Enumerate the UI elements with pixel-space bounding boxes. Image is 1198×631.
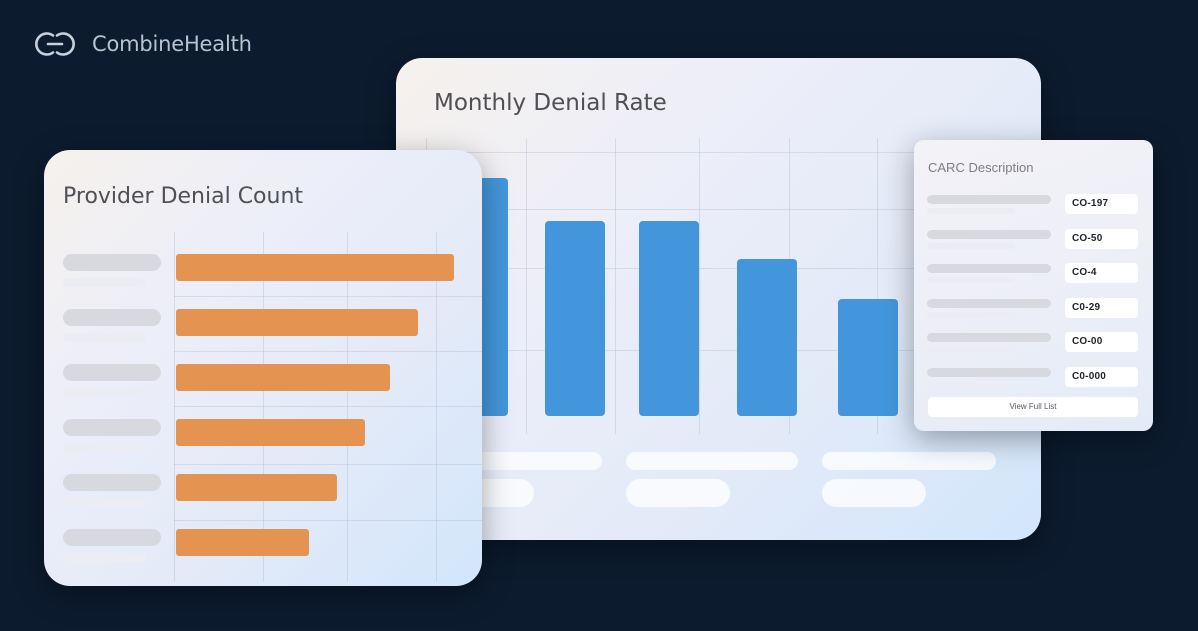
carc-code-chip: CO-50 [1065, 228, 1138, 249]
provider-denial-count-card: Provider Denial Count [44, 150, 482, 586]
legend-placeholder [456, 452, 602, 470]
code-description-placeholder [927, 264, 1051, 273]
grid-line [174, 520, 482, 521]
bar [737, 259, 797, 416]
legend-placeholder [822, 479, 926, 507]
legend-placeholder [626, 479, 730, 507]
grid-line [877, 138, 878, 434]
code-description-placeholder [927, 195, 1051, 204]
code-description-sub-placeholder [927, 208, 1015, 214]
category-label-placeholder [63, 474, 161, 491]
code-description-sub-placeholder [927, 242, 1015, 249]
carc-code-chip: C0-29 [1065, 297, 1138, 318]
grid-line [174, 296, 482, 297]
category-label-placeholder [63, 254, 161, 271]
grid-line [699, 138, 700, 434]
category-label-placeholder [63, 529, 161, 546]
grid-line [436, 232, 437, 582]
code-description-sub-placeholder [927, 380, 1015, 387]
grid-line [263, 232, 264, 582]
code-description-placeholder [927, 367, 1051, 377]
carc-description-card: CARC Description CO-197 CO-50 CO-4 C0-29 CO-… [914, 140, 1153, 431]
grid-line [396, 350, 1041, 351]
grid-line [347, 232, 348, 582]
category-sublabel-placeholder [63, 498, 146, 507]
provider-denial-count-title: Provider Denial Count [63, 184, 304, 209]
bar [176, 474, 337, 501]
grid-line [174, 351, 482, 352]
bar [176, 529, 309, 556]
grid-line [526, 138, 527, 434]
bar [639, 221, 699, 416]
carc-description-title: CARC Description [928, 160, 1034, 175]
brand-logo: CombineHealth [32, 29, 252, 59]
grid-line [615, 138, 616, 434]
grid-line [174, 464, 482, 465]
bar [176, 419, 365, 446]
legend-placeholder [822, 452, 996, 470]
code-description-sub-placeholder [927, 311, 1015, 318]
code-description-placeholder [927, 229, 1051, 239]
code-description-placeholder [927, 333, 1051, 342]
combinehealth-logo-icon [35, 32, 75, 56]
legend-placeholder [626, 452, 798, 470]
code-description-sub-placeholder [927, 346, 1015, 352]
code-description-sub-placeholder [927, 277, 1015, 283]
bar [176, 364, 390, 391]
category-sublabel-placeholder [63, 443, 146, 452]
grid-line [174, 406, 482, 407]
monthly-denial-rate-title: Monthly Denial Rate [434, 90, 667, 116]
brand-name: CombineHealth [92, 32, 252, 56]
bar [176, 254, 454, 281]
bar [838, 299, 898, 416]
view-full-list-button[interactable]: View Full List [928, 397, 1138, 417]
category-sublabel-placeholder [63, 553, 146, 562]
grid-line [396, 152, 1041, 153]
grid-line [396, 209, 1041, 210]
grid-line [396, 268, 1041, 269]
category-label-placeholder [63, 309, 161, 326]
bar [545, 221, 605, 416]
category-label-placeholder [63, 419, 161, 436]
carc-code-chip: C0-000 [1065, 366, 1138, 387]
category-sublabel-placeholder [63, 388, 146, 397]
carc-code-chip: CO-197 [1065, 194, 1138, 214]
carc-code-chip: CO-00 [1065, 332, 1138, 352]
bar [176, 309, 418, 336]
grid-line [174, 232, 175, 582]
code-description-placeholder [927, 298, 1051, 308]
category-label-placeholder [63, 364, 161, 381]
category-sublabel-placeholder [63, 333, 146, 342]
category-sublabel-placeholder [63, 278, 146, 287]
carc-code-chip: CO-4 [1065, 263, 1138, 283]
